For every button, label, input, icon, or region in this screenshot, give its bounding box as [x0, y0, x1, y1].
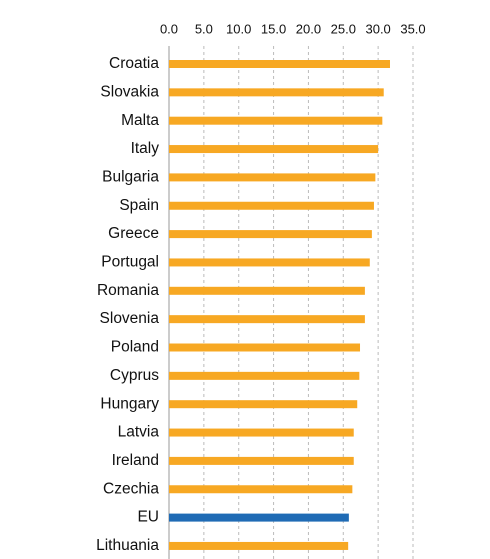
bar: [169, 201, 374, 210]
bar: [169, 428, 354, 437]
bar: [169, 371, 360, 380]
y-tick-label: Croatia: [109, 55, 159, 72]
bar: [169, 485, 353, 494]
y-tick-label: Ireland: [112, 452, 159, 469]
bar: [169, 258, 370, 267]
x-tick-label: 15.0: [261, 21, 286, 36]
bar: [169, 400, 358, 409]
y-tick-label: Italy: [131, 140, 160, 157]
y-tick-label: Poland: [111, 339, 159, 356]
x-tick-label: 10.0: [226, 21, 251, 36]
x-tick-label: 35.0: [400, 21, 425, 36]
y-tick-label: EU: [137, 509, 159, 526]
x-tick-label: 5.0: [195, 21, 213, 36]
y-tick-label: Spain: [119, 197, 159, 214]
bar: [169, 145, 379, 154]
bar: [169, 60, 390, 68]
y-tick-label: Czechia: [103, 480, 159, 497]
y-tick-label: Lithuania: [96, 537, 159, 554]
bar: [169, 456, 354, 465]
bar: [169, 88, 384, 97]
y-tick-label: Bulgaria: [102, 168, 159, 185]
x-tick-label: 25.0: [331, 21, 356, 36]
y-tick-label: Malta: [121, 112, 159, 129]
y-tick-label: Greece: [108, 225, 159, 242]
bar: [169, 173, 376, 182]
y-tick-label: Slovakia: [100, 83, 159, 100]
bar: [169, 315, 365, 324]
y-tick-label: Latvia: [118, 424, 160, 441]
bar: [169, 343, 361, 352]
x-tick-label: 0.0: [160, 21, 178, 36]
bar: [169, 116, 383, 125]
y-tick-label: Hungary: [100, 395, 159, 412]
x-tick-label: 30.0: [365, 21, 390, 36]
y-tick-label: Portugal: [101, 254, 159, 271]
bar: [169, 286, 365, 295]
y-tick-label: Cyprus: [110, 367, 159, 384]
bar: [169, 230, 372, 239]
bar: [169, 541, 349, 550]
y-tick-label: Romania: [97, 282, 159, 299]
y-tick-label: Slovenia: [100, 310, 160, 327]
x-tick-label: 20.0: [296, 21, 321, 36]
bar: [169, 513, 349, 522]
